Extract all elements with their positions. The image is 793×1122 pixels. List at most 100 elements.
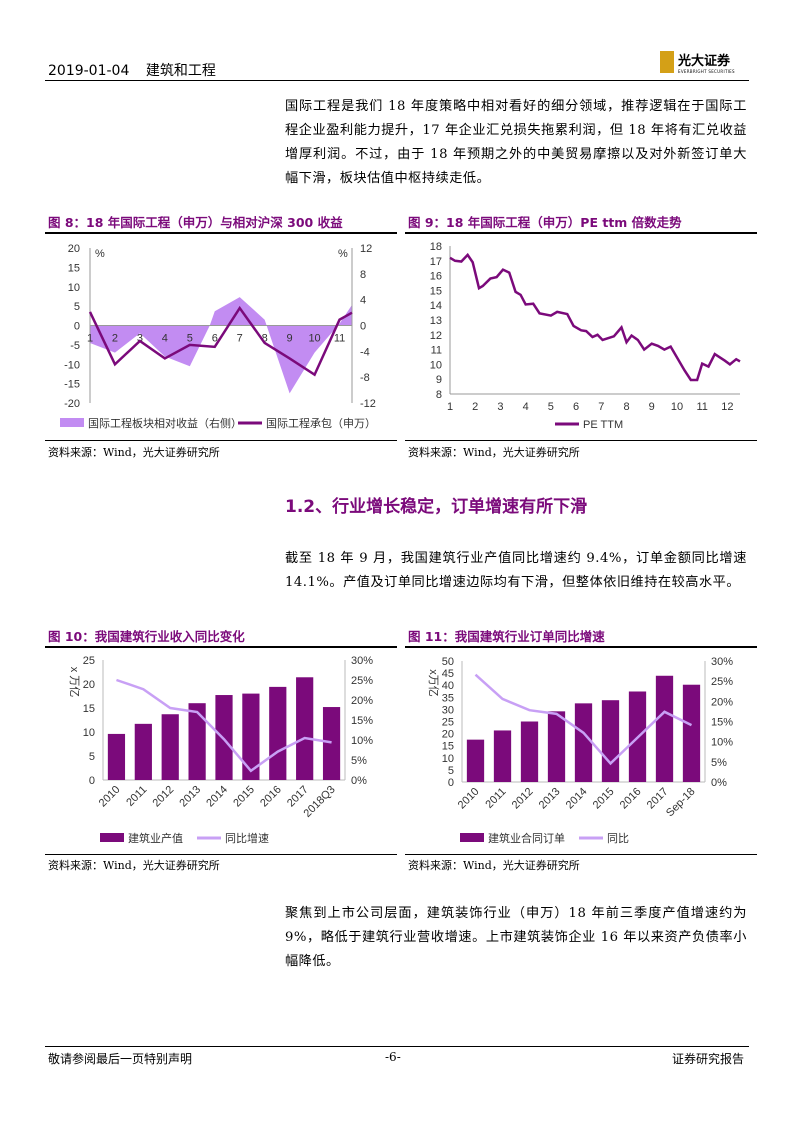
y-tick-label: 5: [448, 765, 454, 777]
y2-tick-label: 0%: [351, 775, 367, 787]
footer-disclaimer: 敬请参阅最后一页特别声明: [48, 1052, 193, 1066]
divider: [405, 646, 757, 648]
figure-8-source: 资料来源：Wind，光大证券研究所: [48, 446, 220, 459]
x-tick-label: 6: [573, 401, 579, 413]
section-heading: 1.2、行业增长稳定，订单增速有所下滑: [285, 497, 588, 517]
x-tick-label: Sep-18: [664, 786, 698, 820]
x-tick-label: 4: [523, 401, 529, 413]
divider: [45, 440, 397, 441]
bar: [682, 684, 701, 782]
legend-label: 建筑业产值: [128, 831, 183, 845]
bar: [547, 711, 566, 782]
x-tick-label: 6: [212, 333, 218, 345]
x-tick-label: 11: [334, 333, 345, 345]
y-left-tick-label: 0: [74, 321, 80, 333]
y-left-tick-label: -5: [70, 340, 80, 352]
x-tick-label: 2010: [456, 786, 482, 812]
logo-text-en: EVERBRIGHT SECURITIES: [678, 69, 735, 74]
y-tick-label: 20: [83, 679, 95, 691]
y2-tick-label: 25%: [351, 675, 373, 687]
divider: [405, 440, 757, 441]
x-tick-label: 2013: [177, 784, 203, 810]
x-tick-label: 7: [598, 401, 604, 413]
legend-label: PE TTM: [583, 419, 623, 431]
y-tick-label: 40: [442, 680, 454, 692]
y-tick-label: 10: [430, 359, 442, 371]
y-tick-label: 13: [430, 315, 442, 327]
figure-10-title: 图 10：我国建筑行业收入同比变化: [48, 629, 245, 644]
industry-name: 建筑和工程: [145, 63, 216, 79]
y2-tick-label: 5%: [711, 757, 727, 769]
y-left-tick-label: -20: [64, 398, 80, 410]
y-right-tick-label: 4: [360, 295, 366, 307]
figure-10-source: 资料来源：Wind，光大证券研究所: [48, 859, 220, 872]
y2-tick-label: 15%: [351, 715, 373, 727]
paragraph-industry-growth: 截至 18 年 9 月，我国建筑行业产值同比增速约 9.4%，订单金额同比增速 …: [285, 551, 747, 590]
y-tick-label: 12: [430, 330, 442, 342]
y-tick-label: 35: [442, 692, 454, 704]
growth-line: [474, 673, 693, 766]
divider: [405, 854, 757, 855]
figure-11-source: 资料来源：Wind，光大证券研究所: [408, 859, 580, 872]
legend-label: 国际工程板块相对收益（右侧）: [88, 416, 242, 430]
page-header: 2019-01-04 建筑和工程: [48, 60, 228, 80]
legend-label: 建筑业合同订单: [488, 831, 565, 845]
y-tick-label: 9: [436, 374, 442, 386]
y2-tick-label: 20%: [351, 695, 373, 707]
figure-9-title: 图 9：18 年国际工程（申万）PE ttm 倍数走势: [408, 215, 682, 230]
y-right-tick-label: -12: [360, 398, 376, 410]
x-tick-label: 3: [137, 333, 143, 345]
divider: [405, 232, 757, 234]
x-tick-label: 12: [721, 401, 733, 413]
y2-tick-label: 10%: [351, 735, 373, 747]
y-axis-label: x万亿: [427, 669, 440, 697]
x-tick-label: 2016: [618, 786, 644, 812]
y-right-tick-label: 8: [360, 269, 366, 281]
y-tick-label: 15: [83, 703, 95, 715]
x-tick-label: 2013: [537, 786, 563, 812]
bar: [601, 700, 620, 782]
x-tick-label: 1: [87, 333, 93, 345]
x-tick-label: 7: [237, 333, 243, 345]
bar: [107, 733, 126, 780]
y-axis-label: x 万亿: [68, 667, 81, 698]
logo-mark-icon: [660, 51, 674, 73]
y-tick-label: 25: [83, 655, 95, 667]
footer-divider: [45, 1046, 749, 1047]
y2-tick-label: 0%: [711, 777, 727, 789]
x-tick-label: 10: [308, 333, 320, 345]
y-tick-label: 20: [442, 729, 454, 741]
bar: [520, 721, 539, 782]
bar: [269, 686, 287, 780]
y-tick-label: 50: [442, 656, 454, 668]
x-tick-label: 2011: [483, 786, 508, 811]
y-tick-label: 5: [89, 751, 95, 763]
y-right-tick-label: -8: [360, 372, 370, 384]
y-tick-label: 0: [448, 777, 454, 789]
y-left-tick-label: 5: [74, 301, 80, 313]
footer-report-type: 证券研究报告: [672, 1052, 745, 1066]
growth-line: [116, 678, 332, 773]
paragraph-intl-engineering: 国际工程是我们 18 年度策略中相对看好的细分领域，推荐逻辑在于国际工程企业盈利…: [285, 99, 747, 186]
y-right-tick-label: -4: [360, 346, 370, 358]
y-tick-label: 30: [442, 704, 454, 716]
divider: [45, 646, 397, 648]
y-left-tick-label: -15: [64, 379, 80, 391]
y-tick-label: 18: [430, 241, 442, 253]
bar: [134, 723, 152, 780]
bar: [466, 739, 485, 782]
x-tick-label: 4: [162, 333, 168, 345]
y2-tick-label: 5%: [351, 755, 367, 767]
y-left-tick-label: -10: [64, 359, 80, 371]
y-tick-label: 10: [442, 753, 454, 765]
pe-ttm-line: [449, 252, 741, 382]
x-tick-label: 10: [671, 401, 683, 413]
x-tick-label: 2: [472, 401, 478, 413]
bar: [161, 714, 179, 780]
x-tick-label: 11: [696, 401, 707, 413]
y-tick-label: 15: [430, 285, 442, 297]
y-left-tick-label: 15: [68, 262, 80, 274]
bar: [322, 707, 341, 780]
